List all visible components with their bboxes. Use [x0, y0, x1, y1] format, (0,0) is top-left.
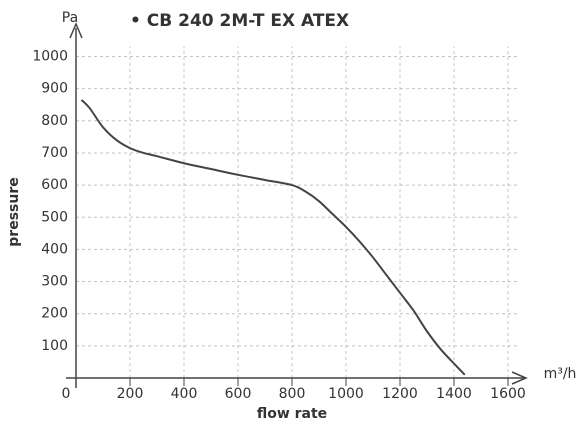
- y-tick-label: 100: [41, 338, 68, 354]
- x-tick-label: 800: [279, 386, 306, 402]
- y-tick-label: 900: [41, 81, 68, 97]
- grid: [76, 46, 518, 378]
- x-tick-label: 200: [117, 386, 144, 402]
- series-line: [80, 99, 466, 376]
- x-tick-label: 1000: [328, 386, 364, 402]
- x-tick-label: 1200: [382, 386, 418, 402]
- x-tick-label: 1400: [436, 386, 472, 402]
- x-tick-label: 600: [225, 386, 252, 402]
- y-tick-label: 700: [41, 145, 68, 161]
- x-tick-label: 1600: [490, 386, 526, 402]
- x-tick-label: 400: [171, 386, 198, 402]
- x-axis-label: flow rate: [257, 406, 327, 422]
- y-unit: Pa: [62, 10, 78, 26]
- y-tick-label: 1000: [32, 49, 68, 65]
- x-tick-label: 0: [62, 386, 71, 402]
- y-tick-label: 500: [41, 209, 68, 225]
- y-tick-label: 400: [41, 241, 68, 257]
- y-axis-arrow: [69, 22, 83, 39]
- y-axis-label: pressure: [6, 177, 22, 246]
- x-unit: m³/h: [544, 366, 577, 382]
- x-axis-arrow: [511, 371, 528, 385]
- y-tick-label: 800: [41, 113, 68, 129]
- chart-title: • CB 240 2M-T EX ATEX: [130, 11, 349, 31]
- y-tick-label: 200: [41, 306, 68, 322]
- y-tick-label: 600: [41, 177, 68, 193]
- y-tick-label: 300: [41, 274, 68, 290]
